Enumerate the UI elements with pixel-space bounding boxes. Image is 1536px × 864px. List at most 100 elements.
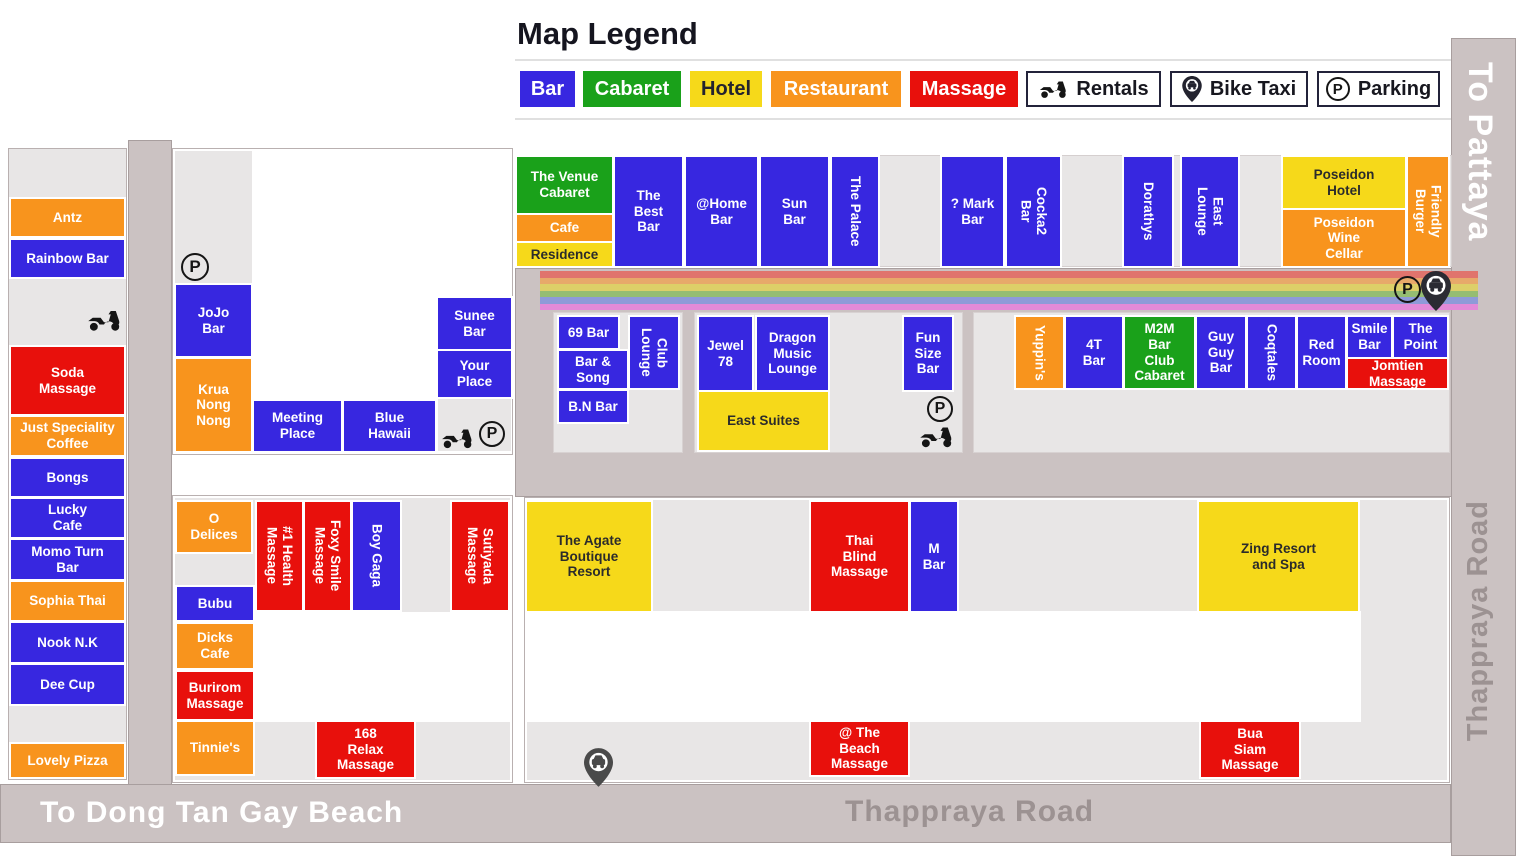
- legend-parking-label: Parking: [1357, 77, 1432, 100]
- venue-168-relax-massage: 168 Relax Massage: [315, 720, 416, 779]
- rainbow-stripe: [540, 271, 1478, 278]
- venue-dragon-music-lounge: Dragon Music Lounge: [755, 315, 830, 392]
- venue-bua-siam-massage: Bua Siam Massage: [1199, 720, 1301, 779]
- legend-title: Map Legend: [517, 16, 698, 51]
- venue-blue-hawaii: Blue Hawaii: [342, 399, 437, 453]
- venue-just-speciality-coffee: Just Speciality Coffee: [9, 415, 126, 457]
- venue-lucky-cafe: Lucky Cafe: [9, 497, 126, 539]
- venue-jomtien-massage: Jomtien Massage: [1346, 357, 1449, 390]
- venue-jojo-bar: JoJo Bar: [174, 283, 253, 358]
- venue-zing-resort-and-spa: Zing Resort and Spa: [1197, 500, 1360, 613]
- venue-red-room: Red Room: [1296, 315, 1347, 390]
- venue-sun-bar: Sun Bar: [759, 155, 830, 268]
- road-label-to-dong-tan: To Dong Tan Gay Beach: [40, 796, 404, 829]
- road-label-to-pattaya: To Pattaya: [1461, 62, 1499, 242]
- parking-icon: P: [181, 253, 209, 281]
- venue-yuppins: Yuppin's: [1014, 315, 1065, 390]
- scooter-icon: [1040, 81, 1067, 98]
- venue-question-mark-bar: ? Mark Bar: [940, 155, 1005, 268]
- venue-69-bar: 69 Bar: [557, 315, 620, 350]
- block-e-right-strip: [1361, 611, 1447, 722]
- scooter-icon: [88, 311, 120, 331]
- road-thappraya-right: [1451, 38, 1516, 856]
- venue-burirom-massage: Burirom Massage: [175, 670, 255, 721]
- venue-bn-bar: B.N Bar: [557, 389, 629, 424]
- venue-fun-size-bar: Fun Size Bar: [902, 315, 954, 392]
- venue-dee-cup: Dee Cup: [9, 663, 126, 706]
- venue-smile-bar: Smile Bar: [1346, 315, 1393, 359]
- venue-m-bar: M Bar: [909, 500, 959, 613]
- bike-taxi-pin-icon: [1182, 76, 1202, 102]
- rainbow-stripe: [540, 297, 1478, 304]
- venue-nook-nk: Nook N.K: [9, 621, 126, 664]
- legend-bike-taxi-label: Bike Taxi: [1209, 77, 1297, 100]
- legend-chip-restaurant: Restaurant: [771, 71, 901, 107]
- venue-rainbow-bar: Rainbow Bar: [9, 238, 126, 279]
- legend-chip-massage: Massage: [910, 71, 1018, 107]
- bike-taxi-pin-icon: [584, 748, 613, 787]
- venue-the-venue-cabaret: The Venue Cabaret: [515, 155, 614, 215]
- rainbow-stripe: [540, 277, 1478, 284]
- venue-jewel-78: Jewel 78: [697, 315, 754, 392]
- venue-dicks-cafe: Dicks Cafe: [175, 622, 255, 670]
- parking-icon: P: [927, 396, 953, 422]
- venue-lovely-pizza: Lovely Pizza: [9, 742, 126, 779]
- legend-chip-hotel: Hotel: [690, 71, 762, 107]
- rainbow-pride-road: [540, 271, 1478, 310]
- venue-momo-turn-bar: Momo Turn Bar: [9, 538, 126, 581]
- venue-the-best-bar: The Best Bar: [613, 155, 684, 268]
- venue-cafe: Cafe: [515, 213, 614, 243]
- venue-thai-blind-massage: Thai Blind Massage: [809, 500, 910, 613]
- rainbow-stripe: [540, 303, 1478, 310]
- venue-guy-guy-bar: Guy Guy Bar: [1195, 315, 1247, 390]
- venue-sunee-bar: Sunee Bar: [436, 296, 513, 351]
- venue-poseidon-hotel: Poseidon Hotel: [1281, 155, 1407, 210]
- scooter-icon: [920, 427, 952, 448]
- venue-cocka2-bar: Cocka2 Bar: [1005, 155, 1062, 268]
- venue-the-point: The Point: [1392, 315, 1449, 359]
- venue-at-home-bar: @Home Bar: [684, 155, 759, 268]
- venue-sophia-thai: Sophia Thai: [9, 580, 126, 622]
- venue-club-lounge: Club Lounge: [628, 315, 680, 390]
- venue-tinnies: Tinnie's: [175, 720, 255, 776]
- venue-friendly-burger: Friendly Burger: [1406, 155, 1450, 268]
- venue-the-palace: The Palace: [830, 155, 880, 268]
- parking-icon: P: [479, 421, 505, 447]
- venue-o-delices: O Delices: [175, 500, 253, 554]
- venue-soda-massage: Soda Massage: [9, 345, 126, 416]
- venue-bubu: Bubu: [175, 585, 255, 622]
- venue-east-suites: East Suites: [697, 390, 830, 452]
- venue-sutiyada-massage: Sutiyada Massage: [450, 500, 510, 612]
- parking-icon: P: [1394, 276, 1421, 303]
- road-label-thappraya-right: Thappraya Road: [1462, 500, 1494, 742]
- road-thappraya-bottom: [0, 784, 1451, 843]
- venue-east-lounge: East Lounge: [1180, 155, 1240, 268]
- legend-rentals-label: Rentals: [1076, 77, 1149, 100]
- scooter-icon: [442, 429, 472, 449]
- venue-boy-gaga: Boy Gaga: [351, 500, 402, 612]
- block-e-bottom-strip: [527, 722, 1447, 780]
- venue-krua-nong-nong: Krua Nong Nong: [174, 357, 253, 453]
- venue-poseidon-wine-cellar: Poseidon Wine Cellar: [1281, 208, 1407, 268]
- road-label-thappraya-bottom: Thappraya Road: [845, 795, 1095, 828]
- legend-chip-bike-taxi: Bike Taxi: [1170, 71, 1308, 107]
- legend-divider-bottom: [515, 118, 1452, 120]
- venue-your-place: Your Place: [436, 349, 513, 399]
- venue-residence: Residence: [515, 241, 614, 268]
- rainbow-stripe: [540, 284, 1478, 291]
- venue-coqtales: Coqtales: [1246, 315, 1297, 390]
- venue-dorathys: Dorathys: [1122, 155, 1174, 268]
- legend-chip-rentals: Rentals: [1026, 71, 1161, 107]
- venue-1-health-massage: #1 Health Massage: [255, 500, 304, 612]
- parking-icon: P: [1325, 77, 1350, 101]
- venue-bar-and-song: Bar & Song: [557, 349, 629, 390]
- venue-bongs: Bongs: [9, 457, 126, 498]
- legend-chip-cabaret: Cabaret: [583, 71, 681, 107]
- venue-at-the-beach-massage: @ The Beach Massage: [809, 720, 910, 777]
- road-soi-vertical: [128, 140, 172, 786]
- venue-meeting-place: Meeting Place: [252, 399, 343, 453]
- venue-antz: Antz: [9, 197, 126, 238]
- bike-taxi-pin-icon: [1421, 271, 1451, 311]
- venue-foxy-smile-massage: Foxy Smile Massage: [303, 500, 352, 612]
